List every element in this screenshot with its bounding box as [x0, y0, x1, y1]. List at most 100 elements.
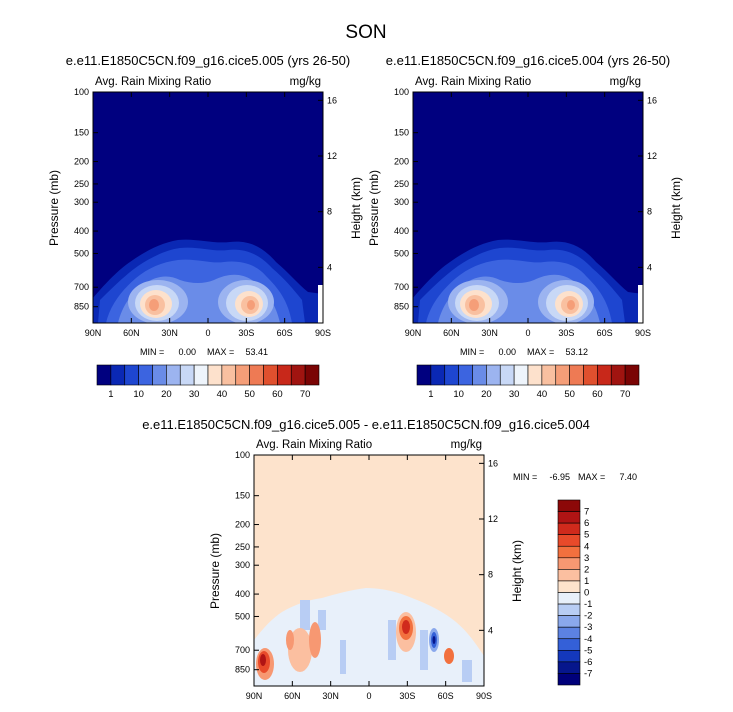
colorbar-box — [557, 511, 581, 524]
colorbar-box — [416, 364, 432, 386]
colorbar-box — [527, 364, 543, 386]
colorbar-box — [486, 364, 501, 386]
y-tick-label: 200 — [74, 157, 89, 167]
y2-tick-label: 12 — [327, 151, 337, 161]
colorbar-label: 6 — [584, 518, 589, 529]
contour-level-pos — [309, 622, 321, 658]
colorbar-box — [557, 580, 581, 593]
colorbar-box — [557, 592, 581, 605]
min-value: 0.00 — [498, 347, 516, 357]
contour-level-neg-small — [388, 620, 396, 660]
max-value: 53.12 — [565, 347, 588, 357]
x-axis: 90N 60N 30N 0 30S 60S 90S — [85, 92, 331, 338]
colorbar-box — [557, 557, 581, 570]
colorbar-box — [513, 364, 529, 386]
contour-level-9 — [149, 299, 159, 311]
colorbar-box — [166, 364, 181, 386]
colorbar-label: 30 — [509, 389, 520, 400]
colorbar-box — [152, 364, 167, 386]
colorbar-box — [277, 364, 292, 386]
colorbar-box — [124, 364, 139, 386]
y-tick-label: 300 — [74, 197, 89, 207]
colorbar-box — [569, 364, 584, 386]
x-axis: 90N 60N 30N 0 30S 60S 90S — [246, 455, 492, 701]
colorbar-box — [458, 364, 473, 386]
colorbar-box — [557, 522, 581, 535]
colorbar-box — [235, 364, 250, 386]
colorbar-label: 5 — [584, 530, 589, 541]
colorbar-label: 2 — [584, 564, 589, 575]
y-tick-label: 250 — [235, 542, 250, 552]
x-axis: 90N 60N 30N 0 30S 60S 90S — [405, 92, 651, 338]
x-tick-label: 30S — [399, 691, 415, 701]
x-tick-label: 60N — [123, 328, 140, 338]
y2-tick-label: 12 — [647, 151, 657, 161]
contour-level-neg-small — [354, 600, 360, 628]
colorbar-label: 20 — [481, 389, 492, 400]
units-label: mg/kg — [290, 76, 321, 88]
field-label: Avg. Rain Mixing Ratio — [415, 76, 531, 88]
colorbar-box — [557, 603, 581, 616]
colorbar-label: -6 — [584, 657, 592, 668]
panel-title: e.e11.E1850C5CN.f09_g16.cice5.005 - e.e1… — [142, 417, 590, 432]
y-tick-label: 500 — [74, 248, 89, 258]
contour-level-9 — [247, 300, 255, 310]
colorbar-label: 1 — [108, 389, 113, 400]
y-tick-label: 400 — [74, 226, 89, 236]
y2-tick-label: 4 — [647, 262, 652, 272]
max-label: MAX = — [527, 347, 554, 357]
y-tick-label: 850 — [74, 302, 89, 312]
colorbar-box — [541, 364, 557, 386]
colorbar-label: 50 — [564, 389, 575, 400]
contour-level-pos — [402, 620, 410, 634]
max-value: 53.41 — [245, 347, 268, 357]
topography-mask — [638, 285, 643, 323]
y-axis-label: Pressure (mb) — [47, 170, 61, 246]
colorbar-box — [193, 364, 209, 386]
units-label: mg/kg — [451, 439, 482, 451]
y2-tick-label: 4 — [327, 262, 332, 272]
colorbar-box — [597, 364, 612, 386]
x-tick-label: 90S — [476, 691, 492, 701]
y-tick-label: 250 — [74, 179, 89, 189]
x-tick-label: 30N — [322, 691, 339, 701]
colorbar-box — [96, 364, 112, 386]
colorbar-box — [138, 364, 153, 386]
max-label: MAX = — [578, 472, 605, 482]
y2-axis-label: Height (km) — [510, 540, 524, 602]
y-tick-label: 250 — [394, 179, 409, 189]
colorbar-label: 20 — [161, 389, 172, 400]
max-label: MAX = — [207, 347, 234, 357]
y-tick-label: 700 — [74, 282, 89, 292]
topography-mask — [318, 285, 323, 323]
contour-level-pos — [286, 630, 294, 650]
min-label: MIN = — [140, 347, 164, 357]
contour-level-neg-small — [340, 640, 346, 674]
colorbar-box — [430, 364, 446, 386]
y-tick-label: 400 — [235, 589, 250, 599]
x-tick-label: 90N — [246, 691, 263, 701]
colorbar-box — [472, 364, 487, 386]
colorbar-label: 50 — [244, 389, 255, 400]
y-tick-label: 850 — [235, 665, 250, 675]
y-tick-label: 400 — [394, 226, 409, 236]
min-label: MIN = — [513, 472, 537, 482]
colorbar-box — [221, 364, 237, 386]
y2-tick-label: 12 — [488, 514, 498, 524]
y2-tick-label: 16 — [647, 95, 657, 105]
y2-tick-label: 16 — [327, 95, 337, 105]
colorbar-box — [557, 673, 581, 686]
colorbar-box — [557, 615, 581, 628]
colorbar-box — [557, 569, 581, 582]
colorbar-label: -1 — [584, 599, 592, 610]
y2-tick-label: 4 — [488, 625, 493, 635]
colorbar-box — [555, 364, 570, 386]
colorbar-box — [290, 364, 306, 386]
colorbar-label: 10 — [133, 389, 144, 400]
units-label: mg/kg — [610, 76, 641, 88]
colorbar-box — [557, 638, 581, 651]
colorbar-label: -4 — [584, 634, 592, 645]
x-tick-label: 90S — [315, 328, 331, 338]
